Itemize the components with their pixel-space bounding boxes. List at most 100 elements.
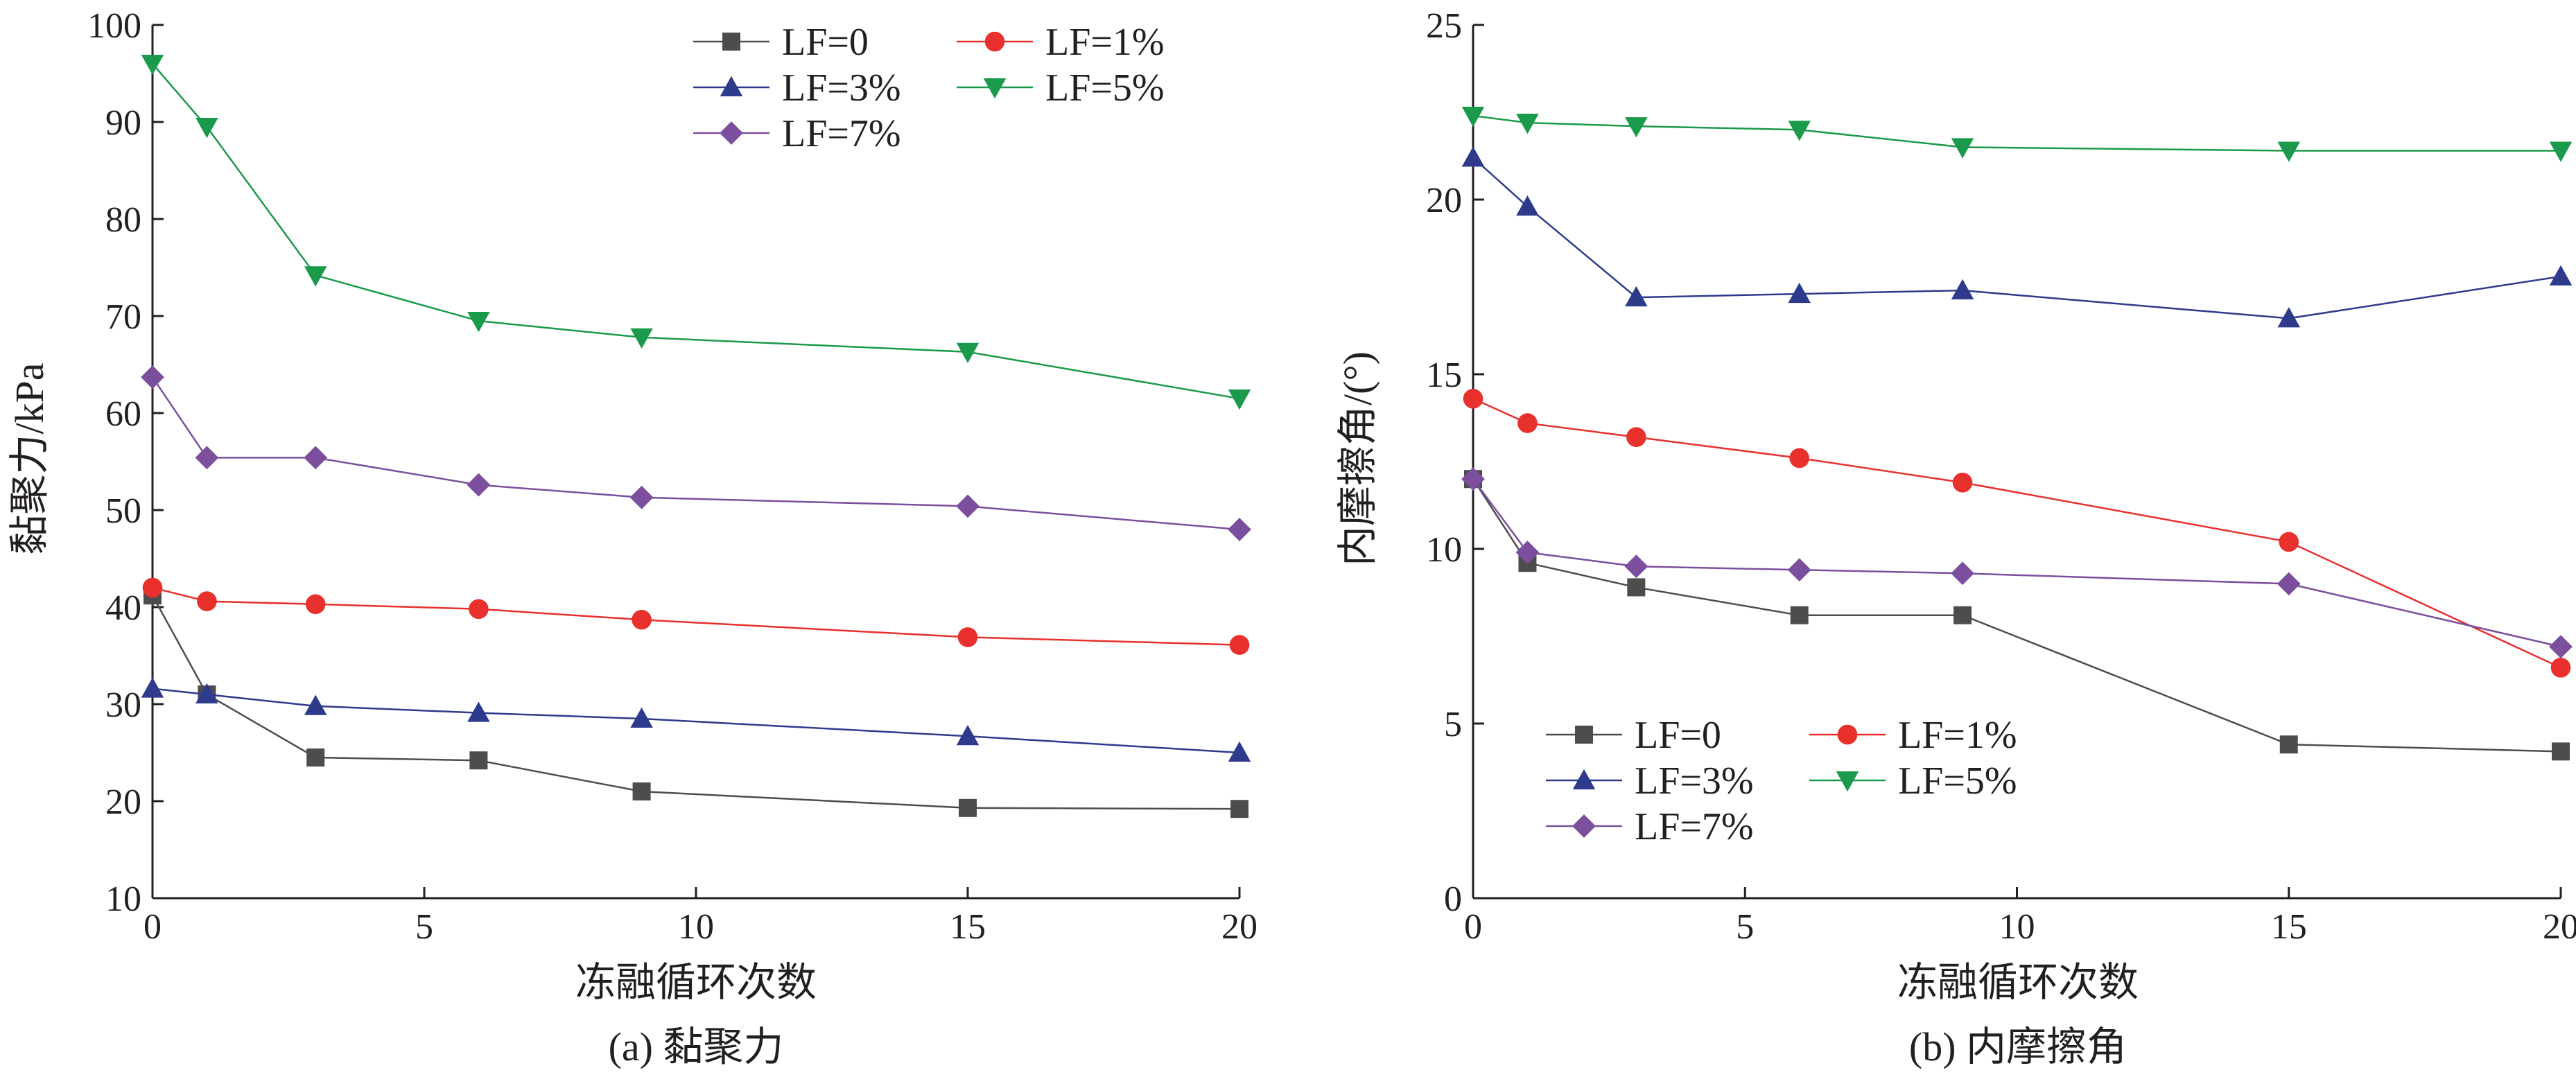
panel-b-series-lf-1-point [2279,532,2299,552]
panel-a-series-lf-3-point [956,724,980,746]
panel-b-series-lf-5-point [1951,138,1974,159]
panel-b-series-lf-3-point [1788,282,1811,304]
panel-b-legend-lf-7-label: LF=7% [1635,805,1754,848]
panel-b-legend-lf-5-label: LF=5% [1898,760,2017,803]
panel-a-legend-lf-7-label: LF=7% [782,112,901,155]
panel-a-y-tick-label: 40 [105,588,141,628]
panel-a-x-tick-label: 10 [678,907,714,947]
panel-a-caption: (a) 黏聚力 [609,1024,784,1069]
panel-a-series-lf-5-point [630,328,653,349]
panel-b-series-lf-3-point [2277,307,2300,328]
panel-a-legend-lf-1-label: LF=1% [1045,21,1165,64]
panel-a-series-lf-0-point [632,782,651,800]
panel-a-series-lf-3-point [1228,741,1251,762]
panel-a-y-tick-label: 70 [105,297,141,337]
panel-b-x-tick-label: 0 [1464,907,1482,947]
panel-b-series-lf-0-point [1627,578,1646,597]
panel-a-x-tick-label: 15 [950,907,986,947]
panel-a-legend-lf-5-marker [983,78,1007,99]
panel-a-series-lf-7-point [467,473,491,497]
panel-a-legend-lf-7-marker [720,121,743,145]
panel-b-series-lf-0-point [2279,735,2298,754]
panel-b-legend-lf-3-label: LF=3% [1635,760,1754,803]
panel-b-y-tick-label: 15 [1426,356,1462,395]
panel-a-series-lf-5-point [1228,389,1251,410]
panel-a-series-lf-5-line [152,63,1240,400]
panel-a-series-lf-0-point [469,751,488,770]
panel-b-y-tick-label: 20 [1426,181,1462,220]
panel-a-y-tick-label: 60 [105,394,141,434]
panel-a-series-lf-1-point [469,599,489,620]
panel-a-series-lf-5-point [304,266,327,287]
panel-b-series-lf-7-point [2277,572,2301,596]
panel-a-series-lf-1-point [142,577,163,598]
panel-a-series-lf-5-point [141,55,164,76]
panel-b-legend-lf-7-marker [1572,814,1596,838]
panel-b-x-axis-title: 冻融循环次数 [1897,960,2139,1005]
panel-b-series-lf-7-point [1624,554,1648,579]
panel-b-series-lf-3-point [1461,146,1485,167]
panel-b-series-lf-1-point [1789,448,1809,468]
panel-b-series-lf-0-point [2552,742,2570,761]
panel-a-y-tick-label: 20 [105,782,141,822]
panel-b-series-lf-1-point [1517,413,1538,433]
panel-b-x-tick-label: 10 [1999,907,2035,947]
panel-a-legend-lf-0-marker [722,33,740,51]
panel-b-series-lf-3-point [1625,286,1648,307]
panel-a-series-lf-7-point [629,485,654,509]
panel-b-series-lf-7-point [2549,635,2573,659]
panel-a-series-lf-3-point [304,694,327,715]
panel-b-legend-lf-5-marker [1836,771,1859,792]
panel-b-caption: (b) 内摩擦角 [1909,1024,2127,1069]
panel-b-series-lf-7-point [1515,541,1540,564]
panel-a-series-lf-0-point [306,748,325,767]
panel-b-legend-lf-1-label: LF=1% [1898,714,2017,757]
panel-a-x-axis-title: 冻融循环次数 [575,960,817,1005]
panel-b-series-lf-3-point [1951,279,1974,300]
panel-a-series-lf-5-point [467,312,490,333]
panel-b-y-tick-label: 25 [1426,6,1462,46]
panel-b-series-lf-5-point [1625,117,1648,138]
panel-b-y-axis-title: 内摩擦角/(°) [1335,351,1380,566]
panel-b-x-tick-label: 15 [2271,907,2307,947]
panel-a-x-tick-label: 5 [415,907,433,947]
panel-a-series-lf-0-point [1230,800,1248,818]
panel-b-series-lf-0-point [1953,606,1972,624]
panel-b-series-lf-5-point [2277,141,2300,162]
panel-a-series-lf-5-point [195,118,218,139]
panel-b-series-lf-5-point [2549,141,2573,162]
panel-a-series-lf-1-point [632,609,652,630]
panel-a-series-lf-7-point [1228,518,1251,541]
panel-a-series-lf-5-point [956,342,980,364]
panel-b-series-lf-5-point [1788,121,1811,141]
panel-a-y-tick-label: 10 [105,879,141,919]
panel-a-series-lf-3-point [467,701,490,722]
panel-a-series-lf-3-point [195,683,218,703]
panel-a-series-lf-0-point [959,798,977,817]
panel-b-series-lf-1-point [1463,388,1483,409]
panel-a-series-lf-7-point [956,494,980,518]
panel-a-series-lf-3-point [630,707,653,728]
panel-a-x-tick-label: 0 [143,907,162,947]
panel-a-series-lf-3-point [141,677,164,698]
panel-b-legend-lf-3-marker [1572,769,1596,789]
panel-b-series-lf-7-point [1951,561,1974,586]
panel-a-y-tick-label: 50 [105,491,141,531]
panel-b-series-lf-0-line [1472,478,2561,753]
panel-b-series-lf-0-point [1790,606,1809,624]
panel-a-series-lf-7-point [195,446,219,470]
panel-a-legend-lf-3-label: LF=3% [782,67,901,110]
panel-a-legend-lf-0-label: LF=0 [782,21,869,64]
panel-a-y-tick-label: 90 [105,103,141,143]
panel-b-x-tick-label: 5 [1736,907,1754,947]
panel-b-series-lf-3-point [1516,195,1539,216]
panel-b-legend-lf-0-marker [1575,726,1593,744]
panel-b-friction-angle: 冻融循环次数 (b) 内摩擦角 内摩擦角/(°) 0 5 10 15 20 0 5 10 15 2… [1335,6,2576,1069]
panel-b-y-tick-label: 5 [1444,705,1462,744]
panel-b-series-lf-5-point [1516,114,1539,134]
panel-a-cohesion: 冻融循环次数 (a) 黏聚力 黏聚力/kPa 0 5 10 15 20 10 20 30 40 5… [7,6,1257,1069]
panel-b-x-tick-label: 20 [2543,907,2576,947]
panel-b-series-lf-7-point [1461,467,1485,491]
